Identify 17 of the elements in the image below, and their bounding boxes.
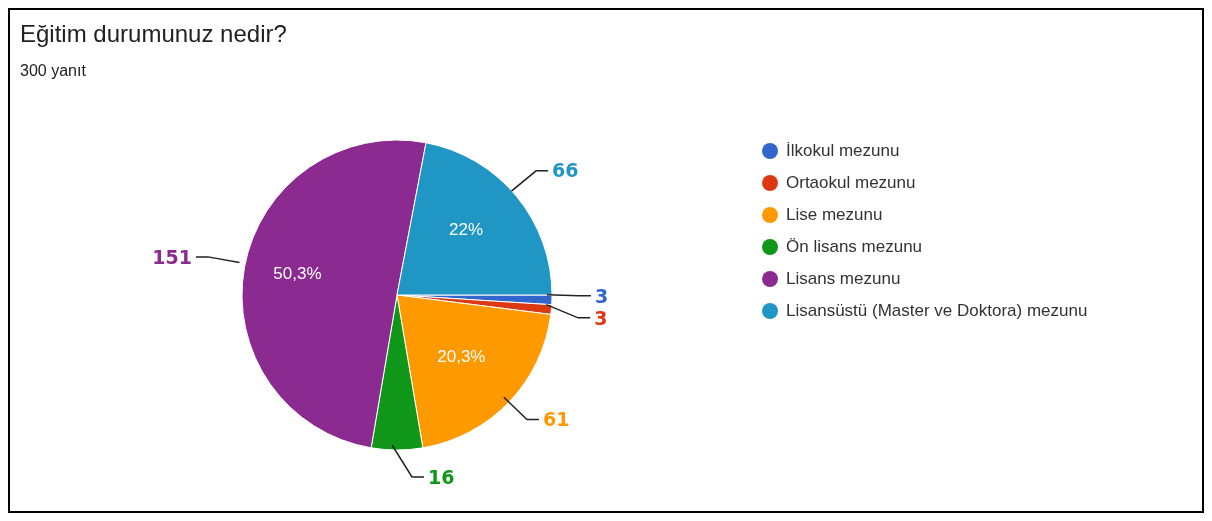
legend-label: Lisansüstü (Master ve Doktora) mezunu xyxy=(786,301,1088,321)
data-label: 66 xyxy=(552,159,579,182)
legend-label: İlkokul mezunu xyxy=(786,141,900,161)
text: 22% xyxy=(449,219,484,239)
text: 20,3% xyxy=(437,347,486,367)
data-label: 151 xyxy=(152,245,192,268)
text: 50,3% xyxy=(273,263,322,283)
data-label: 3 xyxy=(594,306,608,329)
chart-title: Eğitim durumunuz nedir? xyxy=(20,20,287,48)
legend-label: Ön lisans mezunu xyxy=(786,237,923,257)
chart-subtitle: 300 yanıt xyxy=(20,62,86,80)
legend-label: Lisans mezunu xyxy=(786,269,901,289)
legend-label: Ortaokul mezunu xyxy=(786,173,916,193)
data-label: 61 xyxy=(542,408,570,431)
data-label: 16 xyxy=(428,465,455,488)
data-label: 3 xyxy=(594,284,609,307)
legend-label: Lise mezunu xyxy=(786,205,883,225)
